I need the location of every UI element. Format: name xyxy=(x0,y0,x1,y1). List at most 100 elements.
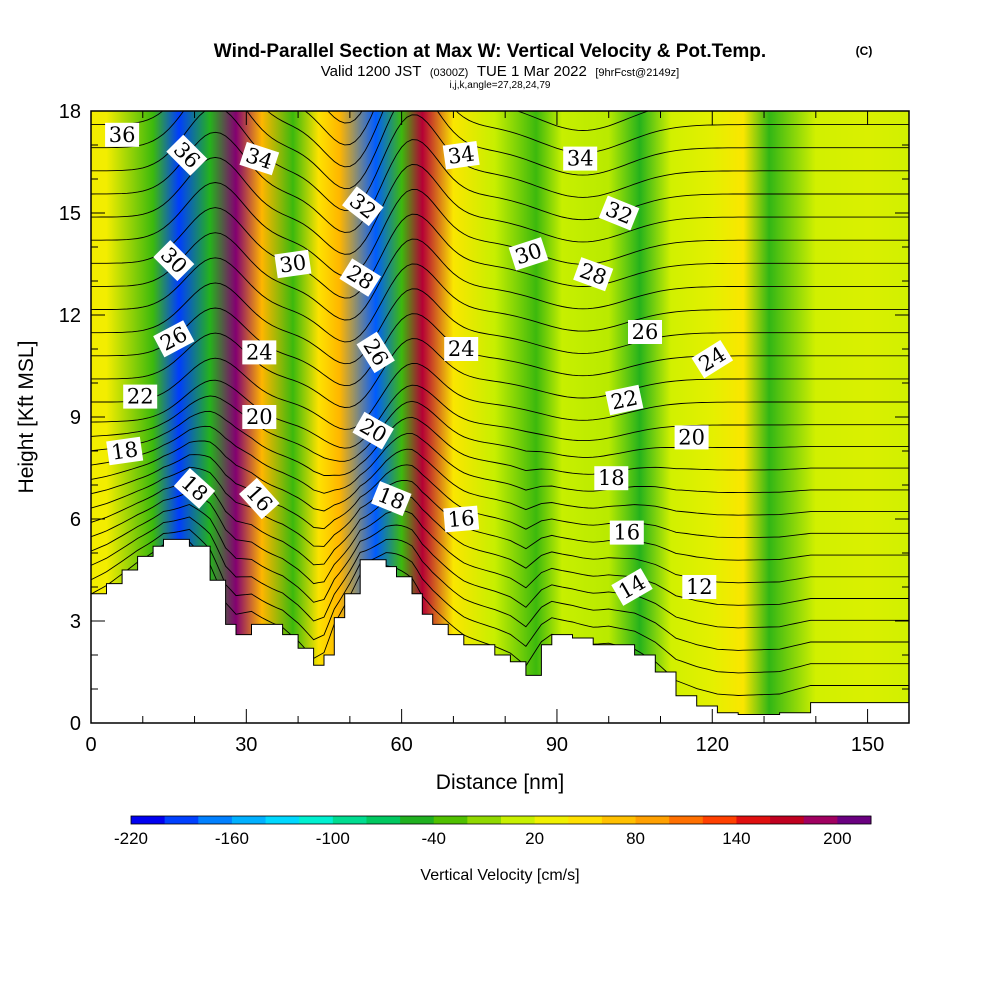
colorbar-swatch xyxy=(164,816,199,824)
colorbar-swatch xyxy=(635,816,670,824)
contour-label-28: 28 xyxy=(339,258,381,297)
subtitle-valid: Valid 1200 JST xyxy=(321,63,422,80)
theta-contour-28 xyxy=(91,232,909,321)
contour-label-box xyxy=(609,520,644,545)
contour-label-18: 18 xyxy=(371,481,412,517)
colorbar-swatch xyxy=(299,816,334,824)
contour-label-text: 36 xyxy=(109,123,136,147)
contour-label-box xyxy=(105,122,140,147)
contour-label-30: 30 xyxy=(274,249,312,279)
contour-label-32: 32 xyxy=(598,195,640,231)
colorbar-swatch xyxy=(837,816,872,824)
colorbar-tick-label: -160 xyxy=(215,829,249,848)
contour-label-box xyxy=(274,249,312,279)
colorbar: -220 -160 -100 -40 20 80 140 200 xyxy=(114,815,872,848)
contour-label-24: 24 xyxy=(242,340,277,365)
y-tick-label: 15 xyxy=(59,203,81,225)
x-tick-label: 0 xyxy=(85,734,96,756)
contour-label-box xyxy=(166,134,208,176)
theta-contour-18 xyxy=(91,440,909,516)
x-tick-label: 120 xyxy=(696,734,729,756)
subtitle-utc: (0300Z) xyxy=(430,67,469,79)
colorbar-swatch xyxy=(501,816,536,824)
theta-contour-32 xyxy=(91,131,909,233)
x-axis-label: Distance [nm] xyxy=(436,771,564,794)
colorbar-tick-label: 140 xyxy=(722,829,750,848)
colorbar-frame xyxy=(130,815,872,825)
contour-label-box xyxy=(611,568,653,606)
theta-contour-23 xyxy=(91,357,909,430)
theta-contour-12 xyxy=(91,516,909,651)
contour-label-34: 34 xyxy=(442,140,480,170)
contour-label-text: 30 xyxy=(278,250,308,277)
theta-contour-10 xyxy=(91,541,909,696)
colorbar-tick-label: 80 xyxy=(626,829,645,848)
contour-label-box xyxy=(153,240,195,282)
subtitle-fcst: [9hrFcst@2149z] xyxy=(595,67,679,79)
contour-label-text: 16 xyxy=(613,521,640,545)
colorbar-tick-label: 20 xyxy=(525,829,544,848)
contour-label-text: 34 xyxy=(446,141,476,168)
subtitle-date: TUE 1 Mar 2022 xyxy=(477,63,587,80)
theta-contour-14 xyxy=(91,491,909,606)
contour-label-box xyxy=(239,141,280,176)
contour-label-36: 36 xyxy=(105,122,140,147)
contour-label-text: 24 xyxy=(448,337,475,361)
colorbar-tick-label: -220 xyxy=(114,829,148,848)
contour-label-20: 20 xyxy=(242,405,277,429)
colorbar-swatch xyxy=(366,816,401,824)
colorbar-swatch xyxy=(131,816,166,824)
theta-contour-27 xyxy=(91,257,909,343)
colorbar-swatch xyxy=(669,816,704,824)
contour-label-box xyxy=(443,505,480,533)
contour-label-box xyxy=(598,195,640,231)
contour-label-box xyxy=(239,477,280,520)
theta-contour-34 xyxy=(91,111,909,190)
contour-label-box xyxy=(442,140,480,170)
colorbar-swatch xyxy=(568,816,603,824)
y-tick-label: 0 xyxy=(70,713,81,735)
theta-contour-30 xyxy=(91,182,909,277)
contour-label-24: 24 xyxy=(444,337,479,361)
contour-label-box xyxy=(508,237,549,271)
contour-label-text: 16 xyxy=(447,506,476,532)
contour-label-box xyxy=(691,340,734,379)
contour-label-box xyxy=(106,436,144,466)
contour-label-16: 16 xyxy=(443,505,480,533)
theta-contour-11 xyxy=(91,528,909,674)
theta-contour-26 xyxy=(91,282,909,365)
contour-label-box xyxy=(123,384,158,409)
contour-label-box xyxy=(682,575,717,599)
contour-label-20: 20 xyxy=(674,425,709,450)
x-tick-label: 30 xyxy=(235,734,257,756)
colorbar-swatch xyxy=(534,816,569,824)
theta-contour-16 xyxy=(91,466,909,561)
theta-contour-24 xyxy=(91,332,909,408)
contour-label-16: 16 xyxy=(239,477,280,520)
colorbar-swatch xyxy=(433,816,468,824)
contour-label-text: 26 xyxy=(632,320,659,344)
x-tick-label: 90 xyxy=(546,734,568,756)
colorbar-swatch xyxy=(770,816,805,824)
colorbar-swatch xyxy=(467,816,502,824)
y-axis-label: Height [Kft MSL] xyxy=(15,341,38,494)
contour-label-text: 22 xyxy=(609,385,640,414)
colorbar-swatch xyxy=(702,816,737,824)
contour-label-box xyxy=(342,186,384,227)
contour-label-box xyxy=(594,466,629,491)
contour-label-box xyxy=(628,320,662,344)
vertical-velocity-field xyxy=(91,111,909,723)
terrain-mask xyxy=(91,538,909,723)
contour-label-text: 20 xyxy=(246,405,273,429)
colorbar-swatch xyxy=(601,816,637,824)
y-tick-label: 9 xyxy=(70,407,81,429)
contour-label-box xyxy=(242,405,277,429)
contour-label-box xyxy=(605,384,644,416)
theta-contour-20 xyxy=(91,410,909,476)
x-tick-label: 60 xyxy=(391,734,413,756)
chart-subtitle: Valid 1200 JST (0300Z) TUE 1 Mar 2022 [9… xyxy=(321,63,680,80)
contour-label-box xyxy=(352,411,394,450)
